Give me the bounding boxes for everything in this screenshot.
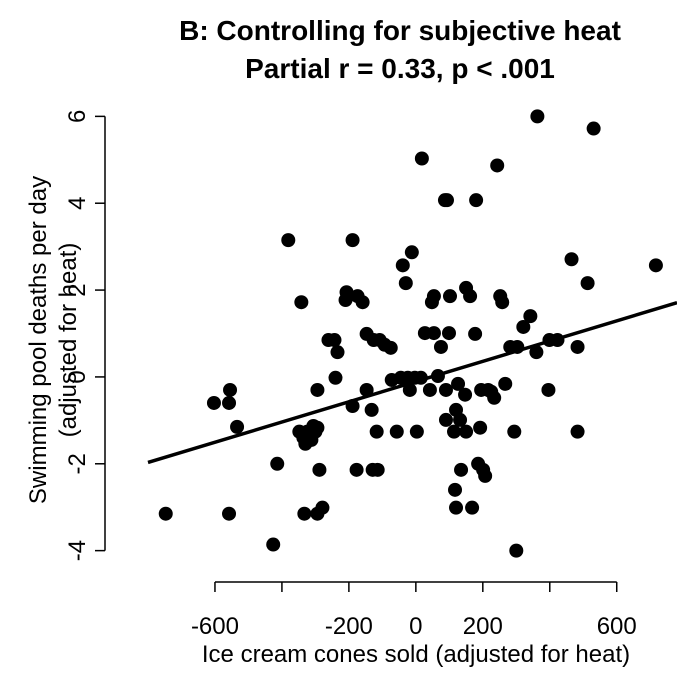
point <box>158 506 173 521</box>
point <box>451 376 466 391</box>
point <box>498 376 513 391</box>
y-tick-label: -2 <box>64 453 91 474</box>
point <box>222 506 237 521</box>
x-tick-label: 0 <box>409 613 422 640</box>
point <box>447 424 462 439</box>
y-tick-label: 4 <box>64 197 91 210</box>
point <box>370 462 385 477</box>
point <box>541 382 556 397</box>
point <box>648 258 663 273</box>
x-tick-label: -600 <box>191 613 239 640</box>
point <box>304 432 319 447</box>
point <box>230 419 245 434</box>
point <box>468 326 483 341</box>
point <box>433 339 448 354</box>
x-tick-label: -200 <box>325 613 373 640</box>
y-tick-label: -4 <box>64 540 91 561</box>
point <box>509 543 524 558</box>
point <box>364 402 379 417</box>
point <box>294 295 309 310</box>
y-tick-label: 6 <box>64 110 91 123</box>
point <box>339 285 354 300</box>
point <box>523 309 538 324</box>
y-axis-label: (adjusted for heat) <box>55 243 82 438</box>
point <box>270 456 285 471</box>
point <box>359 382 374 397</box>
point <box>454 462 469 477</box>
point <box>478 468 493 483</box>
point <box>507 424 522 439</box>
point <box>266 537 281 552</box>
point <box>222 395 237 410</box>
point <box>463 289 478 304</box>
point <box>383 340 398 355</box>
point <box>328 370 343 385</box>
point <box>495 295 510 310</box>
point <box>453 412 468 427</box>
point <box>330 345 345 360</box>
point <box>459 424 474 439</box>
point <box>426 326 441 341</box>
point <box>402 382 417 397</box>
point <box>389 424 404 439</box>
point <box>422 382 437 397</box>
point <box>530 109 545 124</box>
point <box>473 420 488 435</box>
point <box>369 424 384 439</box>
point <box>426 289 441 304</box>
point <box>345 233 360 248</box>
chart-subtitle: Partial r = 0.33, p < .001 <box>245 53 555 84</box>
point <box>438 382 453 397</box>
point <box>206 395 221 410</box>
point <box>310 420 325 435</box>
point <box>570 424 585 439</box>
point <box>312 462 327 477</box>
point <box>516 319 531 334</box>
point <box>398 276 413 291</box>
point <box>223 382 238 397</box>
point <box>449 500 464 515</box>
point <box>349 462 364 477</box>
point <box>281 233 296 248</box>
point <box>404 245 419 260</box>
x-tick-label: 600 <box>597 613 637 640</box>
trend-line <box>147 300 677 465</box>
point <box>586 121 601 136</box>
point <box>355 295 370 310</box>
point <box>529 345 544 360</box>
y-axis-label: Swimming pool deaths per day <box>25 176 52 504</box>
point <box>564 252 579 267</box>
x-tick-label: 200 <box>463 613 503 640</box>
point <box>490 158 505 173</box>
point <box>439 193 454 208</box>
point <box>315 500 330 515</box>
point <box>409 424 424 439</box>
point <box>310 382 325 397</box>
point <box>395 258 410 273</box>
point <box>580 276 595 291</box>
point <box>465 500 480 515</box>
point <box>487 390 502 405</box>
point <box>441 326 456 341</box>
point <box>438 412 453 427</box>
point <box>414 151 429 166</box>
point <box>442 289 457 304</box>
point <box>327 333 342 348</box>
point <box>297 506 312 521</box>
point <box>458 387 473 402</box>
x-axis-label: Ice cream cones sold (adjusted for heat) <box>202 641 630 668</box>
chart-title: B: Controlling for subjective heat <box>179 15 621 46</box>
point <box>448 482 463 497</box>
point <box>469 193 484 208</box>
point <box>570 339 585 354</box>
y-tick-label: 0 <box>64 370 91 383</box>
y-tick-label: 2 <box>64 283 91 296</box>
